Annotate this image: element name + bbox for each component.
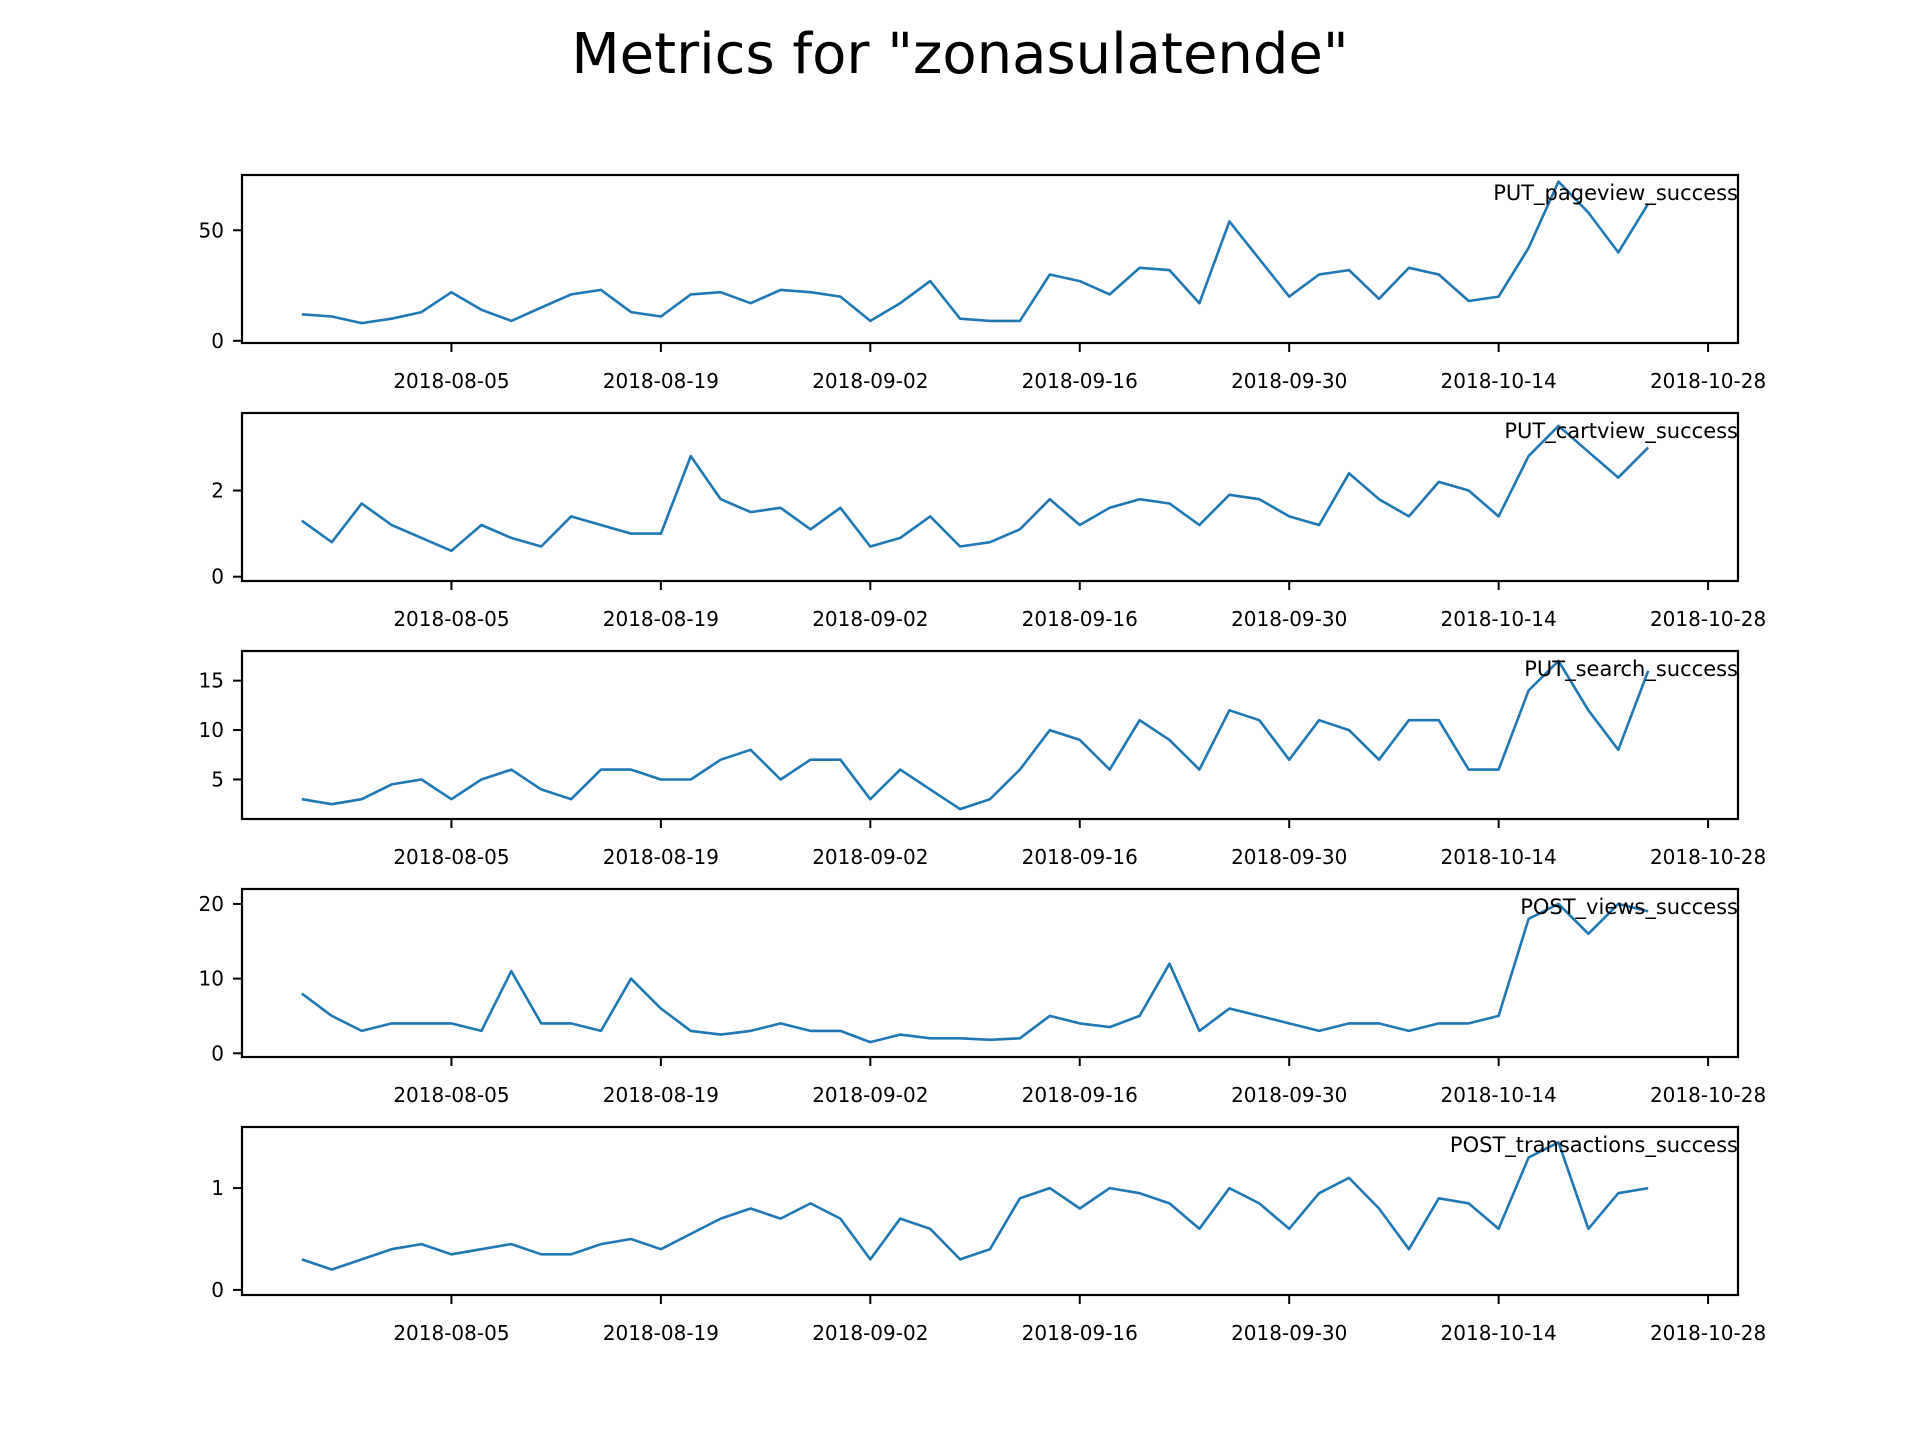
y-tick-label: 50	[199, 218, 224, 242]
x-tick-label: 2018-09-30	[1231, 845, 1347, 869]
series-line-2	[301, 424, 1650, 553]
x-tick-label: 2018-10-14	[1441, 845, 1557, 869]
axes-frame-2	[240, 411, 1740, 583]
x-tick-label: 2018-10-14	[1441, 607, 1557, 631]
x-tick-label: 2018-09-30	[1231, 607, 1347, 631]
x-tick-label: 2018-08-19	[603, 369, 719, 393]
series-line-5	[301, 1141, 1649, 1271]
y-tick-label: 15	[199, 669, 224, 693]
x-tick-label: 2018-08-05	[393, 1083, 509, 1107]
x-tick-label: 2018-09-16	[1022, 607, 1138, 631]
y-tick-label: 2	[211, 479, 224, 503]
x-tick-label: 2018-08-19	[603, 845, 719, 869]
axes-frame-4	[240, 887, 1740, 1059]
subplot-title: POST_views_success	[1520, 895, 1738, 920]
y-tick-label: 0	[211, 1278, 224, 1302]
subplot-title: PUT_pageview_success	[1493, 181, 1738, 206]
x-tick-label: 2018-08-05	[393, 369, 509, 393]
x-tick-label: 2018-09-16	[1022, 1321, 1138, 1345]
axes-frame-3	[240, 649, 1740, 821]
series-line-4	[301, 902, 1649, 1044]
x-tick-label: 2018-10-14	[1441, 1083, 1557, 1107]
x-tick-label: 2018-09-02	[812, 1083, 928, 1107]
subplot-title: PUT_cartview_success	[1504, 419, 1738, 444]
x-tick-label: 2018-09-16	[1022, 369, 1138, 393]
series-line-3	[301, 659, 1650, 811]
subplot-title: POST_transactions_success	[1450, 1133, 1738, 1158]
x-tick-label: 2018-09-30	[1231, 369, 1347, 393]
x-tick-label: 2018-10-28	[1650, 1083, 1766, 1107]
x-tick-label: 2018-09-16	[1022, 1083, 1138, 1107]
x-tick-label: 2018-10-28	[1650, 607, 1766, 631]
y-tick-label: 1	[211, 1176, 224, 1200]
x-tick-label: 2018-09-16	[1022, 845, 1138, 869]
x-tick-label: 2018-08-05	[393, 607, 509, 631]
x-tick-label: 2018-09-02	[812, 369, 928, 393]
subplot-title: PUT_search_success	[1524, 657, 1738, 682]
x-tick-label: 2018-09-30	[1231, 1321, 1347, 1345]
y-tick-label: 20	[199, 892, 224, 916]
x-tick-label: 2018-10-28	[1650, 1321, 1766, 1345]
axes-frame-5	[240, 1125, 1740, 1297]
x-tick-label: 2018-08-05	[393, 845, 509, 869]
x-tick-label: 2018-10-14	[1441, 1321, 1557, 1345]
y-tick-label: 0	[211, 1041, 224, 1065]
y-tick-label: 0	[211, 565, 224, 589]
y-tick-label: 10	[199, 718, 224, 742]
axes-frame-1	[240, 173, 1740, 345]
figure-title: Metrics for "zonasulatende"	[571, 22, 1349, 87]
x-tick-label: 2018-09-02	[812, 845, 928, 869]
x-tick-label: 2018-08-19	[603, 1083, 719, 1107]
y-tick-label: 10	[199, 967, 224, 991]
series-line-1	[301, 180, 1650, 325]
x-tick-label: 2018-09-02	[812, 1321, 928, 1345]
y-tick-label: 5	[211, 767, 224, 791]
x-tick-label: 2018-09-02	[812, 607, 928, 631]
x-tick-label: 2018-10-14	[1441, 369, 1557, 393]
x-tick-label: 2018-08-19	[603, 1321, 719, 1345]
x-tick-label: 2018-09-30	[1231, 1083, 1347, 1107]
x-tick-label: 2018-08-05	[393, 1321, 509, 1345]
x-tick-label: 2018-10-28	[1650, 369, 1766, 393]
y-tick-label: 0	[211, 329, 224, 353]
x-tick-label: 2018-08-19	[603, 607, 719, 631]
x-tick-label: 2018-10-28	[1650, 845, 1766, 869]
